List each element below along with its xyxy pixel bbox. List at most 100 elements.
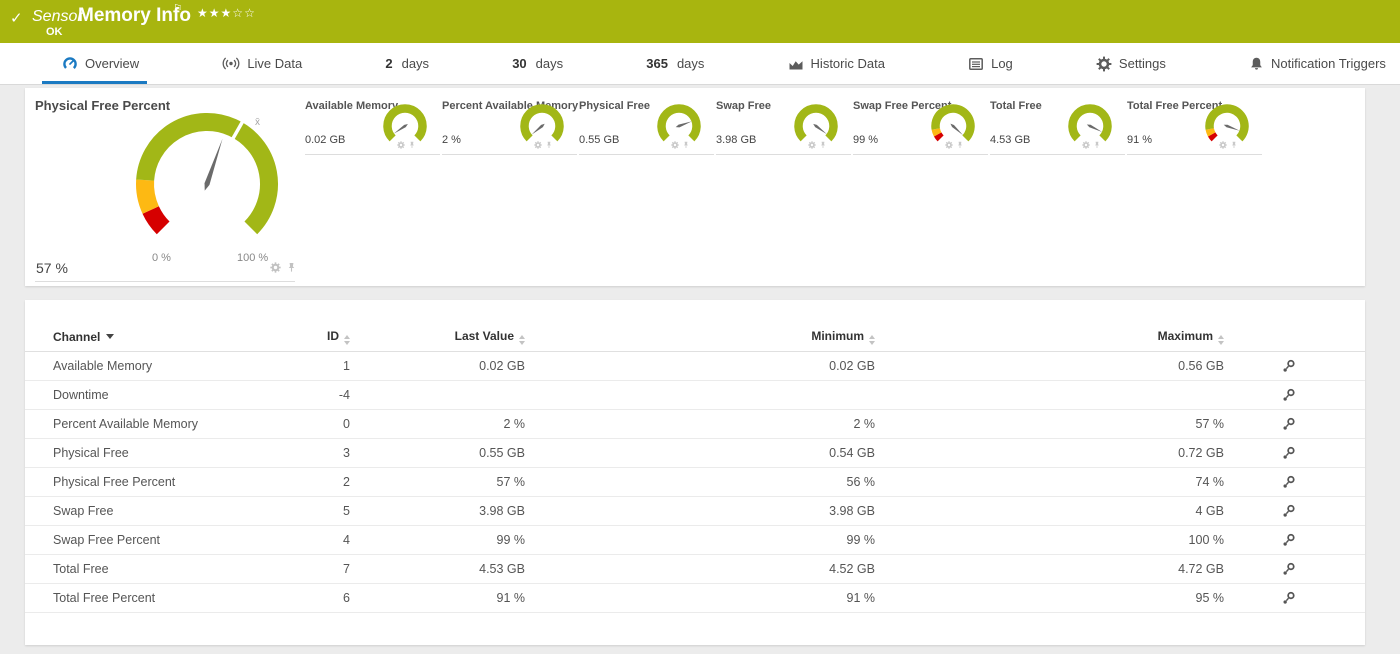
gauge: [1199, 101, 1255, 154]
gauge-value: 99 %: [853, 134, 879, 146]
cell-minimum: 3.98 GB: [829, 504, 875, 518]
cell-last-value: 3.98 GB: [479, 504, 525, 518]
gauge: [1062, 101, 1118, 154]
cell-minimum: 56 %: [846, 475, 876, 489]
column-header-id[interactable]: ID: [327, 328, 339, 343]
sensor-status-badge: OK: [46, 26, 63, 38]
column-header-channel[interactable]: Channel: [53, 329, 101, 344]
table-row: Available Memory 1 0.02 GB 0.02 GB 0.56 …: [25, 352, 1365, 381]
tab-live-data[interactable]: Live Data: [218, 43, 306, 84]
pin-icon[interactable]: [1230, 141, 1238, 149]
cell-last-value: 91 %: [496, 591, 526, 605]
pin-icon[interactable]: [956, 141, 964, 149]
cell-channel: Downtime: [53, 388, 109, 402]
small-gauge-panel: Total Free 4.53 GB: [990, 88, 1125, 155]
tab-notification-triggers[interactable]: Notification Triggers: [1245, 43, 1390, 84]
main-gauge-title: Physical Free Percent: [35, 98, 171, 113]
star-icon[interactable]: ★: [220, 6, 233, 20]
gauge-title: Swap Free: [716, 100, 772, 112]
star-icon[interactable]: ☆: [232, 6, 245, 20]
gauge-title: Total Free: [990, 100, 1042, 112]
table-row: Downtime -4: [25, 381, 1365, 410]
gauge-title: Total Free Percent: [1127, 100, 1223, 112]
cell-id: 3: [343, 446, 350, 460]
gear-icon[interactable]: [397, 141, 405, 149]
gear-icon[interactable]: [671, 141, 679, 149]
gear-icon[interactable]: [1082, 141, 1090, 149]
tab-overview[interactable]: Overview: [41, 43, 148, 84]
cell-minimum: 0.02 GB: [829, 359, 875, 373]
channel-settings-icon[interactable]: [1282, 562, 1296, 576]
cell-channel: Physical Free Percent: [53, 475, 176, 489]
pin-icon[interactable]: [408, 141, 416, 149]
channel-settings-icon[interactable]: [1282, 446, 1296, 460]
log-icon: [969, 57, 984, 70]
table-row: Physical Free Percent 2 57 % 56 % 74 %: [25, 468, 1365, 497]
gauge-value: 2 %: [442, 134, 461, 146]
channel-settings-icon[interactable]: [1282, 359, 1296, 373]
cell-last-value: 2 %: [503, 417, 525, 431]
cell-channel: Physical Free: [53, 446, 129, 460]
gauge: [514, 101, 570, 154]
channels-table: Channel ID Last Value Minimum Maximum Av…: [25, 322, 1365, 613]
gauge-value: 91 %: [1127, 134, 1153, 146]
tab-30-days[interactable]: 30 days: [512, 56, 564, 71]
pin-icon[interactable]: [682, 141, 690, 149]
channel-settings-icon[interactable]: [1282, 533, 1296, 547]
gear-icon[interactable]: [808, 141, 816, 149]
pin-icon[interactable]: [545, 141, 553, 149]
column-header-maximum[interactable]: Maximum: [1157, 328, 1213, 343]
column-header-minimum[interactable]: Minimum: [811, 328, 864, 343]
star-icon[interactable]: ★: [197, 6, 209, 20]
bell-icon: [1251, 57, 1262, 70]
star-icon[interactable]: ☆: [244, 6, 256, 20]
pin-icon[interactable]: [1093, 141, 1101, 149]
sort-icon: [1218, 334, 1224, 345]
gauge-value: 3.98 GB: [716, 134, 757, 146]
cell-minimum: 99 %: [846, 533, 876, 547]
gear-icon[interactable]: [945, 141, 953, 149]
channel-settings-icon[interactable]: [1282, 417, 1296, 431]
tab-bar: Overview Live Data 2 days 30 days 365 da…: [0, 43, 1400, 85]
cell-maximum: 95 %: [1195, 591, 1225, 605]
tab-365-days[interactable]: 365 days: [646, 56, 705, 71]
channel-settings-icon[interactable]: [1282, 388, 1296, 402]
star-icon[interactable]: ★: [208, 6, 221, 20]
pin-icon[interactable]: [286, 262, 297, 273]
channel-settings-icon[interactable]: [1282, 475, 1296, 489]
sort-icon: [519, 334, 525, 345]
tab-settings[interactable]: Settings: [1092, 43, 1170, 84]
sensor-type-label: Sensor: [32, 8, 83, 25]
priority-stars[interactable]: ★★★☆☆: [197, 6, 256, 20]
gear-icon[interactable]: [1219, 141, 1227, 149]
physical-free-percent-gauge: x̄: [112, 102, 302, 257]
column-header-last-value[interactable]: Last Value: [454, 328, 514, 343]
cell-last-value: 99 %: [496, 533, 526, 547]
main-gauge-value: 57 %: [36, 260, 68, 276]
small-gauge-panel: Available Memory 0.02 GB: [305, 88, 440, 155]
tab-2-days[interactable]: 2 days: [385, 56, 430, 71]
gear-icon[interactable]: [270, 262, 281, 273]
flag-icon[interactable]: ⚐: [173, 2, 183, 15]
gauge-scale-max: 100 %: [237, 252, 269, 264]
cell-id: 2: [343, 475, 350, 489]
table-row: Total Free 7 4.53 GB 4.52 GB 4.72 GB: [25, 555, 1365, 584]
table-row: Physical Free 3 0.55 GB 0.54 GB 0.72 GB: [25, 439, 1365, 468]
cell-maximum: 0.72 GB: [1178, 446, 1224, 460]
cell-last-value: 0.55 GB: [479, 446, 525, 460]
channel-settings-icon[interactable]: [1282, 504, 1296, 518]
channel-settings-icon[interactable]: [1282, 591, 1296, 605]
tab-log[interactable]: Log: [964, 43, 1017, 84]
pin-icon[interactable]: [819, 141, 827, 149]
cell-channel: Total Free Percent: [53, 591, 156, 605]
table-row: Percent Available Memory 0 2 % 2 % 57 %: [25, 410, 1365, 439]
cell-channel: Percent Available Memory: [53, 417, 198, 431]
gauge-icon: [63, 56, 77, 71]
broadcast-icon: [222, 57, 240, 70]
cell-channel: Swap Free Percent: [53, 533, 160, 547]
table-body: Available Memory 1 0.02 GB 0.02 GB 0.56 …: [25, 352, 1365, 613]
gauge-title: Physical Free: [579, 100, 650, 112]
gear-icon[interactable]: [534, 141, 542, 149]
tab-historic-data[interactable]: Historic Data: [784, 43, 889, 84]
cell-last-value: 57 %: [496, 475, 526, 489]
